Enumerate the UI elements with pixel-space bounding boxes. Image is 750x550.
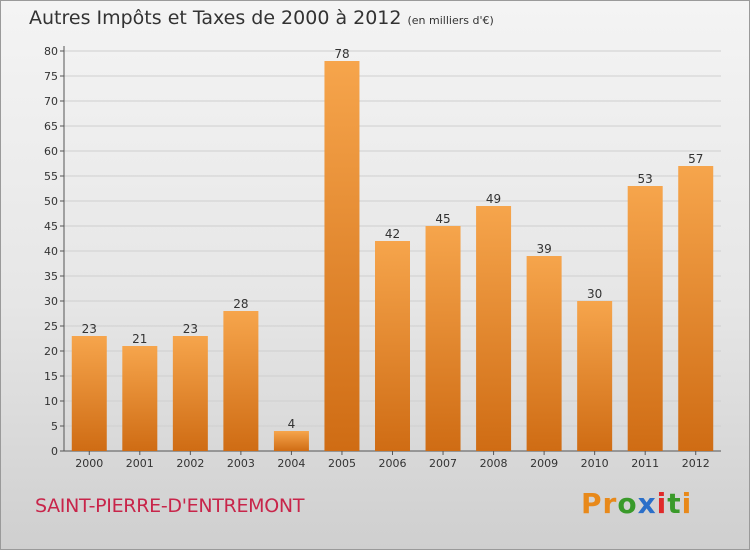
proxiti-logo-text: Proxiti (581, 487, 692, 520)
bar-2007 (425, 226, 461, 451)
data-label-2001: 21 (132, 332, 147, 346)
y-tick-label: 35 (44, 270, 58, 283)
y-tick-label: 75 (44, 70, 58, 83)
bar-2008 (476, 206, 512, 451)
commune-name: SAINT-PIERRE-D'ENTREMONT (35, 495, 305, 517)
x-tick-label-2004: 2004 (277, 457, 305, 470)
y-tick-label: 40 (44, 245, 58, 258)
y-tick-label: 5 (51, 420, 58, 433)
data-label-2007: 45 (435, 212, 450, 226)
bar-2005 (324, 61, 360, 451)
x-tick-label-2001: 2001 (126, 457, 154, 470)
x-tick-label-2010: 2010 (581, 457, 609, 470)
data-label-2008: 49 (486, 192, 501, 206)
bar-2010 (577, 301, 613, 451)
bar-2012 (678, 166, 714, 451)
y-tick-label: 10 (44, 395, 58, 408)
data-label-2004: 4 (288, 417, 296, 431)
data-label-2012: 57 (688, 152, 703, 166)
data-label-2000: 23 (82, 322, 97, 336)
proxiti-logo[interactable]: Proxiti (581, 487, 691, 527)
bar-2004 (273, 431, 309, 451)
y-tick-label: 70 (44, 95, 58, 108)
y-tick-label: 50 (44, 195, 58, 208)
y-tick-label: 65 (44, 120, 58, 133)
bar-2001 (122, 346, 158, 451)
bar-2006 (375, 241, 410, 451)
proxiti-logo-letter: x (637, 487, 657, 520)
bar-2000 (71, 336, 107, 451)
x-tick-label-2002: 2002 (176, 457, 204, 470)
y-tick-label: 0 (51, 445, 58, 458)
proxiti-logo-letter: r (602, 487, 618, 520)
x-tick-label-2008: 2008 (480, 457, 508, 470)
proxiti-logo-letter: i (681, 487, 693, 520)
bar-2009 (526, 256, 562, 451)
y-tick-label: 25 (44, 320, 58, 333)
y-tick-label: 55 (44, 170, 58, 183)
y-tick-label: 15 (44, 370, 58, 383)
proxiti-logo-letter: t (667, 487, 682, 520)
y-tick-label: 45 (44, 220, 58, 233)
y-tick-label: 20 (44, 345, 58, 358)
bar-2011 (627, 186, 663, 451)
data-label-2009: 39 (536, 242, 551, 256)
data-label-2003: 28 (233, 297, 248, 311)
data-label-2010: 30 (587, 287, 602, 301)
data-label-2011: 53 (638, 172, 653, 186)
x-tick-label-2003: 2003 (227, 457, 255, 470)
bar-2002 (172, 336, 208, 451)
chart-subtitle: (en milliers d'€) (407, 14, 494, 27)
proxiti-logo-letter: P (581, 487, 603, 520)
x-tick-label-2006: 2006 (379, 457, 407, 470)
data-label-2006: 42 (385, 227, 400, 241)
x-tick-label-2011: 2011 (631, 457, 659, 470)
x-tick-label-2005: 2005 (328, 457, 356, 470)
proxiti-logo-letter: i (656, 487, 668, 520)
x-tick-label-2009: 2009 (530, 457, 558, 470)
bars (71, 61, 714, 451)
bar-2003 (223, 311, 259, 451)
x-tick-label-2012: 2012 (682, 457, 710, 470)
chart-title-text: Autres Impôts et Taxes de 2000 à 2012 (29, 7, 402, 29)
proxiti-logo-letter: o (617, 487, 638, 520)
y-tick-label: 60 (44, 145, 58, 158)
y-tick-label: 30 (44, 295, 58, 308)
chart-title: Autres Impôts et Taxes de 2000 à 2012 (en… (29, 7, 494, 29)
y-tick-label: 80 (44, 45, 58, 58)
data-label-2002: 23 (183, 322, 198, 336)
labels: 0 5 10 15 20 25 30 35 40 45 50 55 60 65 70 75 80 23 2000 21… (44, 45, 710, 470)
data-label-2005: 78 (334, 47, 349, 61)
x-tick-label-2007: 2007 (429, 457, 457, 470)
x-tick-label-2000: 2000 (75, 457, 103, 470)
